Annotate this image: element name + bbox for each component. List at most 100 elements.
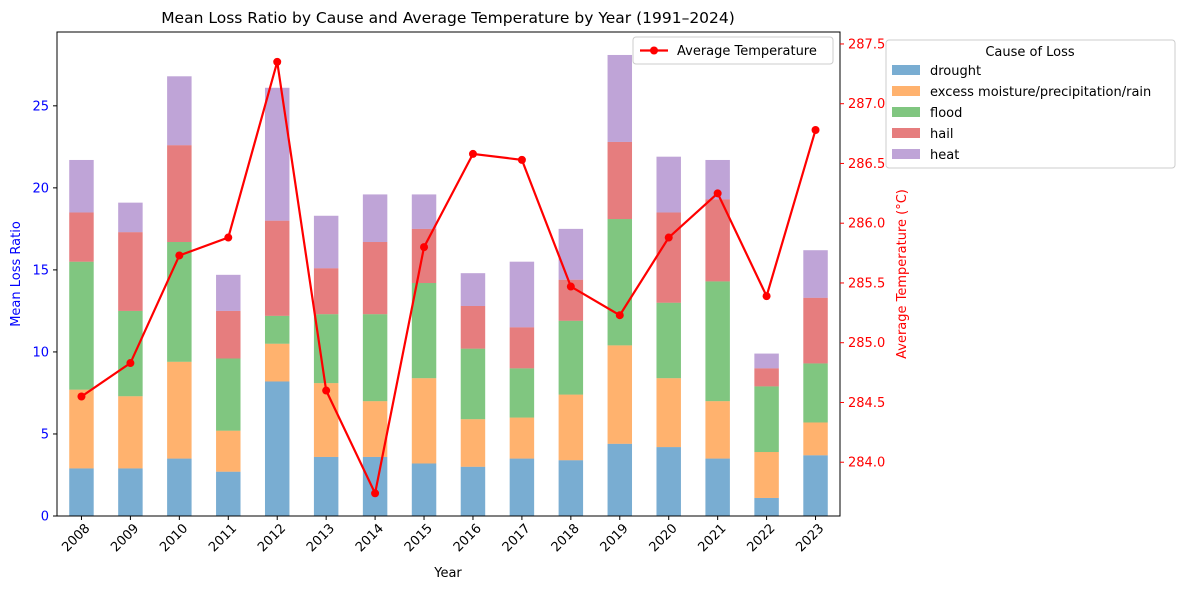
y2-tick-label: 287.5 (848, 37, 885, 52)
cause-legend-title: Cause of Loss (985, 45, 1075, 60)
cause-legend-label: hail (930, 127, 953, 142)
bar-segment (607, 54, 633, 142)
y-axis-label: Mean Loss Ratio (9, 221, 24, 327)
bar-segment (167, 145, 192, 243)
bar-segment (264, 315, 290, 344)
x-tick-label: 2016 (451, 521, 485, 555)
bar-segment (754, 497, 779, 516)
bar-segment (264, 343, 290, 382)
cause-legend-label: drought (930, 64, 981, 79)
bar-segment (656, 447, 681, 516)
bar-segment (754, 386, 779, 453)
bars-layer (69, 54, 828, 516)
cause-legend-swatch (892, 149, 920, 159)
x-tick-label: 2017 (500, 521, 534, 555)
bar-segment (167, 242, 192, 362)
bar-segment (607, 141, 633, 220)
x-tick-label: 2018 (549, 521, 583, 555)
bar-segment (411, 194, 437, 229)
bar-segment (411, 378, 437, 464)
bar-segment (705, 401, 730, 459)
bar-segment (411, 228, 437, 284)
x-tick-label: 2015 (402, 521, 436, 555)
cause-legend-box (885, 39, 1176, 169)
bar-segment (313, 383, 339, 457)
cause-legend-swatch (892, 86, 920, 96)
y2-axis-label: Average Temperature (°C) (895, 189, 910, 359)
bar-segment (313, 268, 339, 315)
bar-segment (460, 466, 486, 516)
x-tick-label: 2022 (744, 521, 778, 555)
y-tick-label: 5 (41, 427, 49, 442)
cause-legend: Cause of Loss drought excess moisture/prec… (885, 39, 1176, 169)
bar-segment (607, 443, 633, 516)
bar-segment (362, 314, 388, 402)
bar-segment (167, 458, 192, 516)
line-legend: Average Temperature (632, 36, 834, 65)
bar-segment (313, 314, 339, 384)
temperature-point (420, 243, 429, 252)
bar-segment (754, 368, 779, 387)
temperature-point (615, 311, 624, 320)
line-legend-box (632, 36, 834, 65)
x-tick-label: 2008 (59, 521, 93, 555)
bar-segment (803, 250, 828, 298)
temperature-point (126, 359, 135, 368)
y2-tick-label: 285.5 (848, 276, 885, 291)
bar-segment (69, 159, 94, 213)
bar-segment (558, 394, 584, 461)
bar-segment (754, 452, 779, 498)
bar-segment (509, 261, 535, 328)
x-tick-label: 2012 (255, 521, 289, 555)
y-tick-label: 25 (32, 99, 49, 114)
bar-segment (705, 199, 730, 282)
chart-title: Mean Loss Ratio by Cause and Average Tem… (161, 9, 735, 27)
bar-segment (118, 396, 143, 469)
bar-segment (216, 310, 241, 359)
bar-segment (216, 430, 241, 472)
temperature-point (224, 233, 233, 242)
y2-tick-label: 286.0 (848, 217, 885, 232)
cause-legend-label: excess moisture/precipitation/rain (930, 85, 1151, 100)
bar-segment (705, 281, 730, 402)
x-tick-label: 2019 (598, 521, 632, 555)
bar-segment (264, 87, 290, 221)
bar-segment (313, 456, 339, 516)
line-legend-label: Average Temperature (677, 44, 817, 59)
temperature-point (273, 57, 282, 66)
bar-segment (216, 274, 241, 311)
temperature-point (762, 292, 771, 301)
bar-segment (803, 455, 828, 516)
y2-tick-label: 284.5 (848, 396, 885, 411)
y2-tick-label: 287.0 (848, 97, 885, 112)
temperature-point (713, 189, 722, 198)
y-tick-label: 15 (32, 263, 49, 278)
temperature-point (664, 233, 673, 242)
cause-legend-swatch (892, 128, 920, 138)
bar-segment (460, 305, 486, 349)
bar-segment (118, 202, 143, 233)
bar-segment (167, 361, 192, 459)
bar-segment (509, 327, 535, 369)
bar-segment (705, 458, 730, 516)
x-tick-label: 2010 (157, 521, 191, 555)
y-tick-label: 10 (32, 345, 49, 360)
temperature-point (77, 392, 86, 401)
x-tick-label: 2021 (695, 521, 729, 555)
bar-segment (558, 228, 584, 280)
bar-segment (362, 242, 388, 315)
x-tick-label: 2011 (206, 521, 240, 555)
x-tick-label: 2013 (304, 521, 338, 555)
x-tick-label: 2014 (353, 521, 387, 555)
bar-segment (216, 358, 241, 431)
bar-segment (460, 419, 486, 467)
bar-segment (509, 368, 535, 418)
bar-segment (69, 212, 94, 262)
cause-legend-swatch (892, 65, 920, 75)
cause-legend-label: flood (930, 106, 962, 121)
y-tick-label: 20 (32, 181, 49, 196)
bar-segment (69, 468, 94, 516)
bar-segment (411, 283, 437, 379)
y2-tick-label: 284.0 (848, 456, 885, 471)
